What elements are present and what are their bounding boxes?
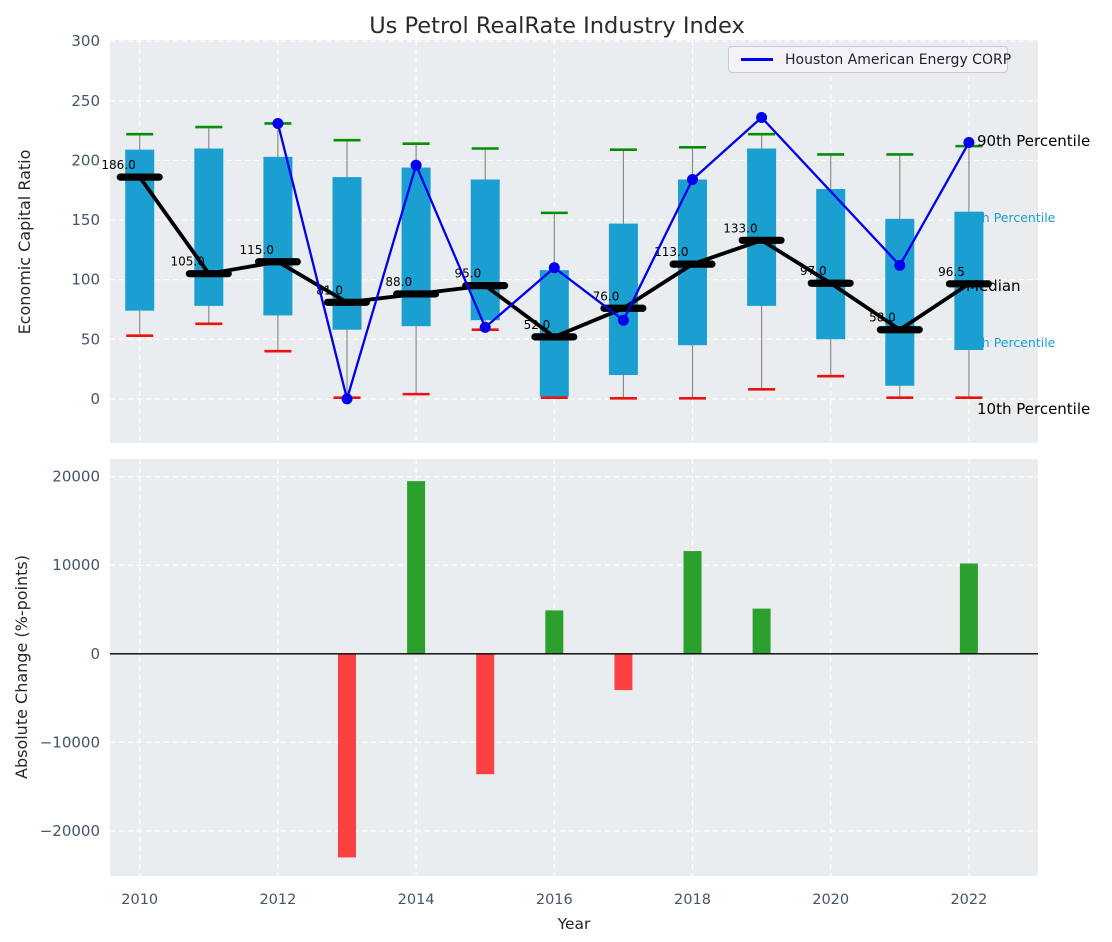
change-bar-2018 (683, 551, 702, 654)
houston-marker-2017 (617, 314, 629, 326)
median-value-label-2011: 105.0 (170, 255, 204, 269)
median-dash-2011 (185, 270, 232, 278)
chart-title: Us Petrol RealRate Industry Index (369, 13, 745, 39)
top-ytick-50: 50 (81, 330, 100, 348)
bottom-plot: 20000 10000 0 −10000 −20000 2010 2012 2014 2016 2… (40, 459, 1038, 908)
xtick-2022: 2022 (950, 892, 987, 908)
x-axis-label: Year (557, 915, 591, 933)
annotation-25th-percentile: 25th Percentile (961, 335, 1056, 350)
median-dash-2010 (116, 173, 163, 181)
median-value-label-2012: 115.0 (240, 243, 274, 257)
top-ytick-100: 100 (71, 271, 100, 289)
median-value-label-2016: 52.0 (524, 318, 551, 332)
top-ytick-150: 150 (71, 211, 100, 229)
houston-marker-2021 (894, 259, 906, 271)
change-bar-2013 (338, 653, 357, 858)
median-value-label-2022: 96.5 (938, 265, 965, 279)
legend-line-sample (741, 58, 773, 61)
houston-marker-2022 (963, 137, 975, 149)
median-dash-2020 (807, 279, 854, 287)
annotation-10th-percentile: 10th Percentile (977, 400, 1090, 418)
xtick-2020: 2020 (812, 892, 849, 908)
legend: Houston American Energy CORP (728, 46, 1012, 73)
median-value-label-2018: 113.0 (654, 245, 688, 259)
bottom-ytick--20000: −20000 (40, 822, 100, 840)
bottom-ytick-10000: 10000 (52, 556, 100, 574)
median-dash-2014 (393, 290, 440, 298)
median-value-label-2021: 58.0 (869, 311, 896, 325)
median-dash-2013 (324, 298, 371, 306)
median-dash-2021 (876, 326, 923, 334)
box-2011 (194, 148, 224, 306)
top-ytick-200: 200 (71, 151, 100, 169)
median-value-label-2017: 76.0 (593, 289, 620, 303)
box-2020 (816, 189, 846, 340)
top-ytick-0: 0 (90, 390, 100, 408)
xtick-2014: 2014 (398, 892, 435, 908)
bottom-y-axis-label: Absolute Change (%-points) (12, 555, 31, 779)
houston-marker-2019 (756, 112, 768, 123)
box-2013 (332, 177, 362, 330)
bottom-ytick-20000: 20000 (52, 468, 100, 486)
xtick-2010: 2010 (121, 892, 158, 908)
median-value-label-2015: 95.0 (454, 267, 481, 281)
box-2015 (470, 179, 500, 321)
change-bar-2017 (614, 653, 633, 691)
median-dash-2018 (669, 260, 716, 268)
box-2012 (263, 156, 293, 316)
change-bar-2016 (545, 610, 564, 654)
top-plot: 186.0 105.0 115.0 81.0 88.0 95.0 52.0 76.0 113.0… (71, 32, 1090, 443)
houston-marker-2015 (479, 321, 491, 333)
median-value-label-2014: 88.0 (385, 275, 412, 289)
change-bar-2019 (752, 608, 771, 654)
houston-line (276, 115, 970, 404)
change-bar-2022 (959, 563, 978, 654)
box-2019 (747, 148, 777, 306)
bottom-plot-background (110, 459, 1038, 876)
median-value-label-2019: 133.0 (723, 221, 757, 235)
median-dash-2015 (462, 282, 509, 290)
median-dash-2019 (738, 236, 785, 244)
bottom-ytick--10000: −10000 (40, 733, 100, 751)
change-bar-2015 (476, 653, 495, 775)
bottom-ytick-0: 0 (90, 645, 100, 663)
change-bar-2014 (407, 481, 426, 654)
houston-marker-2018 (687, 174, 699, 185)
top-ytick-250: 250 (71, 92, 100, 110)
xtick-2012: 2012 (259, 892, 296, 908)
annotation-75th-percentile: 75th Percentile (961, 210, 1056, 225)
houston-marker-2013 (341, 393, 353, 405)
median-dash-2012 (254, 258, 301, 266)
annotation-90th-percentile: 90th Percentile (977, 132, 1090, 150)
median-dash-2022 (945, 280, 992, 288)
houston-marker-2014 (410, 159, 422, 171)
houston-marker-2012 (272, 117, 284, 129)
xtick-2018: 2018 (674, 892, 711, 908)
xtick-2016: 2016 (536, 892, 573, 908)
top-ytick-300: 300 (71, 32, 100, 50)
median-value-label-2010: 186.0 (101, 158, 135, 172)
houston-marker-2016 (548, 262, 560, 274)
annotation-median: Median (966, 277, 1021, 295)
median-value-label-2020: 97.0 (800, 264, 827, 278)
median-dash-2016 (531, 333, 578, 341)
box-2021 (885, 218, 915, 386)
legend-label: Houston American Energy CORP (785, 51, 1012, 68)
top-y-axis-label: Economic Capital Ratio (15, 150, 34, 335)
median-value-label-2013: 81.0 (316, 283, 343, 297)
